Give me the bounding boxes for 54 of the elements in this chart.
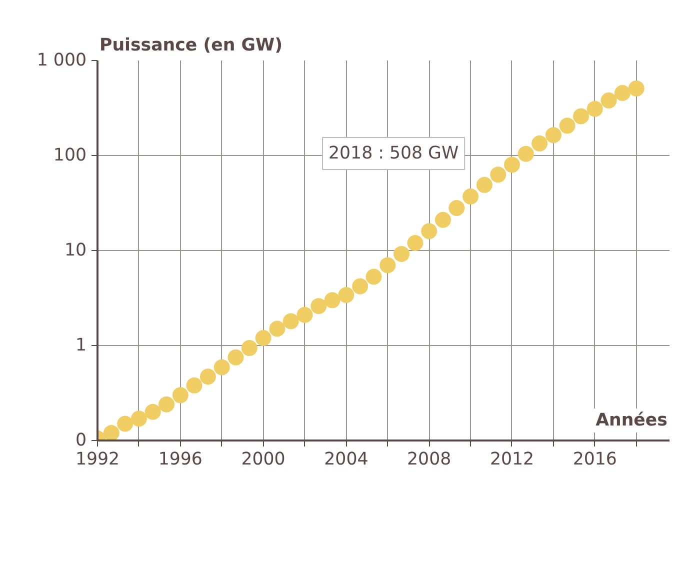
- point: [518, 146, 534, 162]
- point: [600, 92, 617, 108]
- point: [144, 404, 161, 420]
- point: [228, 349, 244, 366]
- point: [504, 156, 520, 173]
- point: [214, 359, 230, 376]
- x-tick-label: 2016: [572, 450, 617, 470]
- x-tick-label: 2000: [241, 450, 286, 470]
- y-tick-label: 1 000: [36, 50, 87, 70]
- point: [269, 320, 286, 337]
- x-tick-label: 1996: [158, 450, 202, 470]
- x-axis-title: Années: [596, 410, 668, 430]
- point: [296, 306, 313, 323]
- point: [586, 100, 603, 117]
- x-tick-label: 1992: [75, 450, 120, 470]
- point: [172, 387, 188, 404]
- point: [200, 368, 216, 385]
- y-tick-label: 1: [75, 336, 87, 356]
- point: [158, 396, 175, 412]
- point: [421, 223, 438, 240]
- y-tick-label: 0: [75, 430, 87, 450]
- point: [490, 166, 506, 183]
- point: [282, 313, 299, 330]
- point: [255, 330, 272, 346]
- point: [103, 424, 120, 440]
- x-tick-label: 2008: [407, 450, 452, 470]
- point: [448, 200, 465, 216]
- point: [559, 118, 576, 134]
- x-tick-label: 2012: [490, 450, 534, 470]
- point: [628, 80, 644, 96]
- point: [573, 108, 590, 124]
- point: [407, 234, 424, 251]
- point: [462, 188, 479, 205]
- point: [338, 287, 354, 303]
- point: [366, 268, 382, 285]
- point: [476, 176, 492, 193]
- x-tick-label: 2004: [324, 450, 368, 470]
- point: [545, 127, 562, 144]
- point: [241, 340, 258, 356]
- point: [130, 410, 147, 427]
- point: [324, 292, 340, 308]
- annotation: 2018 : 508 GW: [328, 144, 459, 164]
- point: [614, 85, 630, 101]
- point: [352, 278, 368, 294]
- point: [117, 416, 134, 432]
- point: [186, 377, 202, 394]
- point: [380, 257, 396, 274]
- y-tick-label: 10: [64, 240, 87, 260]
- point: [394, 246, 410, 262]
- point: [532, 135, 548, 152]
- y-axis-title: Puissance (en GW): [100, 36, 282, 56]
- y-tick-label: 100: [53, 146, 87, 166]
- point: [310, 298, 327, 314]
- point: [434, 212, 451, 228]
